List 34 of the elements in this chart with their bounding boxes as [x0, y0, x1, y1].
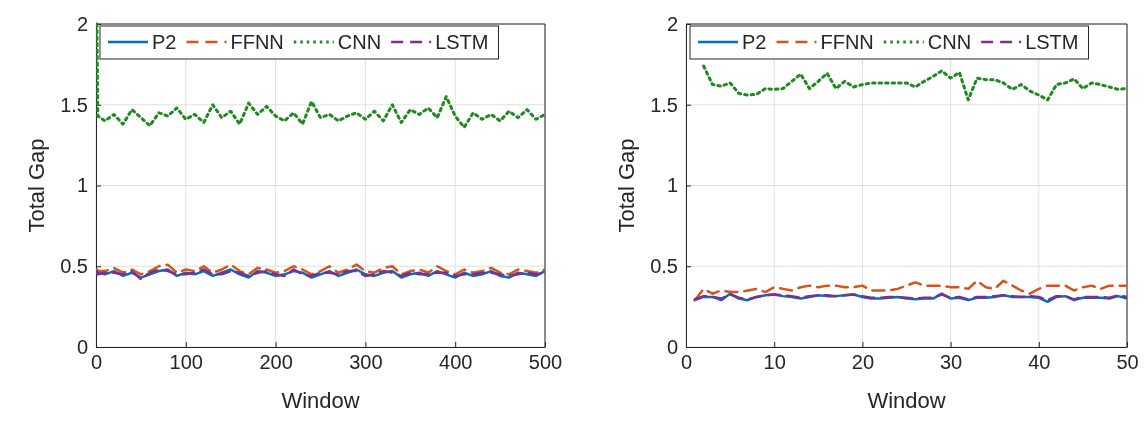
legend-label: FFNN [230, 31, 284, 53]
legend-label: CNN [927, 31, 972, 53]
x-axis-title: Window [281, 388, 360, 413]
x-tick-label: 40 [1028, 351, 1051, 374]
x-tick-label: 400 [439, 351, 473, 374]
y-tick-label: 0.5 [650, 255, 678, 278]
x-tick-label: 100 [169, 351, 203, 374]
x-axis-title: Window [867, 388, 946, 413]
y-tick-label: 1 [666, 174, 678, 197]
y-tick-label: 1 [76, 174, 88, 197]
x-tick-label: 0 [90, 351, 103, 374]
x-tick-label: 300 [349, 351, 383, 374]
x-tick-label: 50 [1116, 351, 1139, 374]
x-tick-label: 0 [680, 351, 693, 374]
y-tick-label: 0 [76, 335, 88, 358]
legend-label: LSTM [435, 31, 489, 53]
y-tick-label: 2 [666, 12, 678, 35]
x-tick-label: 20 [851, 351, 875, 374]
y-tick-label: 0 [666, 335, 678, 358]
x-tick-label: 10 [763, 351, 786, 374]
y-tick-label: 1.5 [650, 93, 678, 116]
y-tick-label: 1.5 [60, 93, 88, 116]
x-tick-label: 200 [259, 351, 293, 374]
x-tick-label: 30 [939, 351, 963, 374]
legend-label: FFNN [820, 31, 874, 53]
legend-label: CNN [337, 31, 382, 53]
y-axis-title: Total Gap [614, 138, 639, 233]
y-axis-title: Total Gap [24, 138, 49, 233]
x-tick-label: 500 [528, 351, 563, 374]
legend-label: P2 [152, 31, 177, 53]
legend-label: LSTM [1025, 31, 1079, 53]
legend-label: P2 [742, 31, 767, 53]
y-tick-label: 0.5 [60, 255, 88, 278]
y-tick-label: 2 [76, 12, 88, 35]
